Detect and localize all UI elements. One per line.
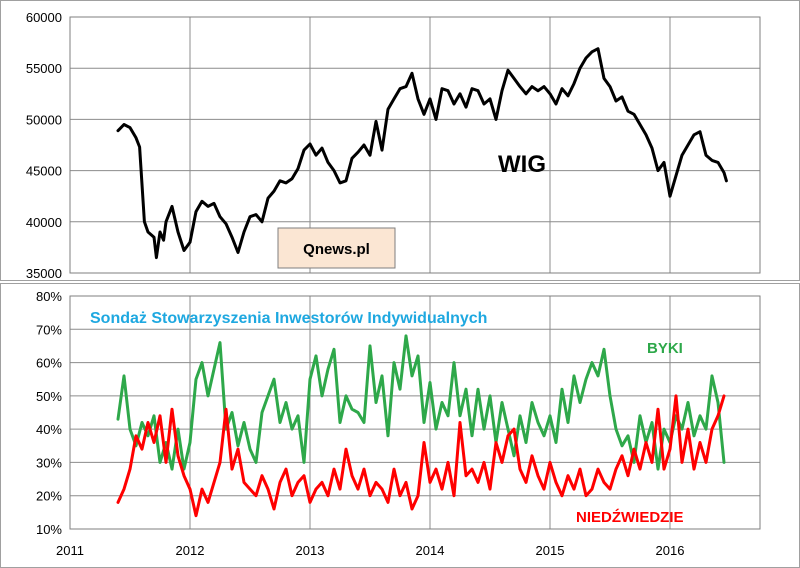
y-tick-label: 35000 (26, 266, 62, 281)
y-tick-label: 80% (36, 289, 62, 304)
y-tick-label: 60% (36, 356, 62, 371)
legend-byki: BYKI (647, 340, 683, 357)
wig-annotation: WIG (498, 151, 546, 178)
bottom-y-tick-labels: 10% 20% 30% 40% 50% 60% 70% 80% (36, 289, 62, 537)
y-tick-label: 55000 (26, 61, 62, 76)
x-tick-label: 2012 (176, 543, 205, 558)
series-line-0 (116, 47, 728, 260)
top-plot-frame (69, 16, 761, 274)
y-tick-label: 45000 (26, 164, 62, 179)
legend-niedzwiedzie: NIEDŹWIEDZIE (576, 509, 684, 526)
watermark-box (277, 227, 396, 269)
series-line-0 (116, 334, 726, 471)
y-tick-label: 60000 (26, 10, 62, 25)
top-gridlines (70, 17, 760, 273)
x-tick-label: 2016 (656, 543, 685, 558)
y-tick-label: 50000 (26, 112, 62, 127)
top-y-tick-labels: 35000 40000 45000 50000 55000 60000 (26, 10, 62, 281)
watermark-label: Qnews.pl (303, 241, 370, 258)
x-tick-label: 2014 (416, 543, 445, 558)
y-tick-label: 20% (36, 489, 62, 504)
x-tick-label: 2015 (536, 543, 565, 558)
y-tick-label: 40000 (26, 215, 62, 230)
bottom-gridlines (70, 296, 760, 529)
y-tick-label: 30% (36, 455, 62, 470)
bottom-x-tick-labels: 2011 2012 2013 2014 2015 2016 (56, 543, 684, 558)
sentiment-series (116, 334, 726, 518)
y-tick-label: 40% (36, 422, 62, 437)
y-tick-label: 70% (36, 322, 62, 337)
bottom-plot-frame (69, 295, 761, 530)
wig-series (116, 47, 728, 260)
x-tick-label: 2013 (296, 543, 325, 558)
top-panel-border (0, 0, 800, 281)
survey-title: Sondaż Stowarzyszenia Inwestorów Indywid… (90, 310, 487, 327)
series-line-1 (116, 394, 726, 518)
x-tick-label: 2011 (56, 543, 84, 558)
y-tick-label: 50% (36, 389, 62, 404)
y-tick-label: 10% (36, 522, 62, 537)
